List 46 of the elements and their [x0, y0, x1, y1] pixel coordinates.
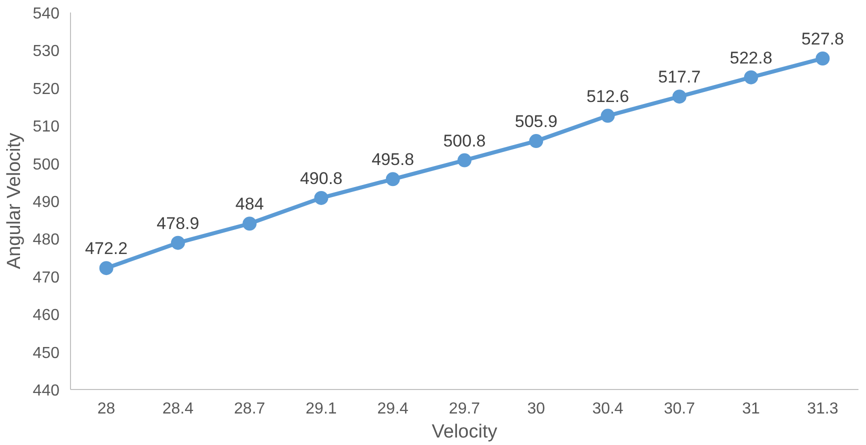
y-tick-label: 490 [32, 194, 60, 211]
x-tick-label: 31 [742, 400, 760, 418]
point [744, 70, 758, 84]
x-tick-label: 31.3 [807, 400, 838, 418]
x-tick-label: 28 [97, 400, 116, 418]
y-tick-label: 520 [32, 80, 60, 98]
data-label: 512.6 [586, 86, 630, 106]
data-label: 500.8 [443, 131, 486, 150]
point [386, 172, 400, 186]
point [816, 52, 830, 66]
point [170, 236, 185, 250]
data-label: 484 [235, 194, 264, 214]
data-label: 472.2 [85, 239, 128, 258]
data-label: 527.8 [801, 29, 844, 48]
point [99, 261, 114, 276]
x-tick-label: 30 [527, 400, 546, 418]
x-tick-label: 29.7 [448, 400, 480, 418]
y-tick-label: 450 [32, 344, 60, 362]
y-tick-label: 480 [32, 232, 60, 249]
y-tick-label: 470 [32, 269, 60, 286]
y-tick-label: 460 [32, 307, 60, 324]
point [314, 190, 328, 205]
point [672, 90, 686, 104]
data-label: 478.9 [156, 214, 200, 233]
point [529, 134, 544, 148]
data-label: 522.8 [730, 48, 772, 68]
x-tick-label: 30.4 [592, 400, 624, 418]
data-label: 505.9 [514, 112, 558, 132]
data-label: 495.8 [372, 150, 414, 170]
point [458, 153, 472, 168]
y-tick-label: 510 [32, 118, 60, 136]
y-tick-label: 500 [32, 156, 60, 174]
y-tick-label: 540 [32, 6, 60, 22]
data-label: 517.7 [658, 68, 701, 87]
x-tick-label: 29.4 [377, 400, 409, 418]
y-axis-title: Angular Velocity [4, 132, 25, 270]
y-tick-label: 530 [32, 43, 60, 60]
y-tick-label: 440 [32, 382, 60, 400]
x-tick-label: 30.7 [664, 400, 696, 418]
x-tick-label: 28.7 [234, 400, 266, 418]
point [242, 216, 257, 231]
point [600, 108, 615, 123]
x-tick-label: 29.1 [306, 400, 337, 418]
x-tick-label: 28.4 [162, 400, 194, 418]
data-label: 490.8 [300, 168, 343, 188]
x-axis-title: Velocity [432, 422, 498, 442]
